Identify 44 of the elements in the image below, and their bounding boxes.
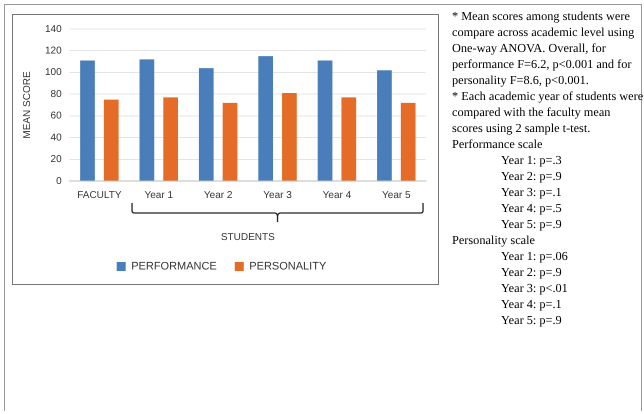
bar [163, 97, 178, 180]
text: * Mean scores among students were compare across academic level using One-way ANOVA. Overall, for performance F=6.2, p<0.001 and for personality F=8.6, p<0.001. [452, 8, 636, 88]
text: Year 1: p=.3 [500, 152, 563, 168]
bar [140, 59, 154, 180]
text: Year 3: p=.1 [500, 184, 563, 200]
bar [198, 68, 214, 180]
legend-label: PERFORMANCE [131, 260, 217, 273]
x-tick-label: Year 4 [322, 190, 352, 201]
y-tick-label: 120 [44, 45, 62, 56]
x-axis-title: STUDENTS [220, 232, 276, 243]
text: Year 2: p=.9 [500, 168, 563, 184]
bar [222, 102, 238, 180]
x-tick-label: FACULTY [77, 190, 122, 201]
y-tick-label: 80 [50, 88, 62, 100]
text: Year 4: p=.5 [500, 200, 563, 216]
x-tick-label: Year 5 [382, 190, 412, 201]
bar [80, 60, 95, 180]
text: Performance scale [452, 136, 544, 152]
legend-label: PERSONALITY [249, 260, 327, 273]
bar [341, 97, 356, 180]
text: Year 1: p=.06 [500, 248, 569, 264]
x-tick-label: Year 2 [204, 190, 233, 201]
y-tick-label: 100 [44, 67, 62, 78]
y-tick-label: 0 [56, 176, 62, 187]
bar [400, 102, 416, 180]
text: Personality scale [452, 232, 536, 248]
bar [318, 60, 332, 180]
text: Year 5: p=.9 [500, 312, 563, 328]
bar [104, 100, 119, 180]
text: * Each academic year of students were compared with the faculty mean scores using 2 sample t-test. [452, 88, 644, 136]
x-tick-label: Year 1 [144, 190, 174, 201]
y-tick-label: 40 [50, 132, 62, 144]
bar [282, 93, 297, 180]
bar [258, 56, 274, 180]
bar [377, 70, 392, 180]
text: Year 3: p<.01 [500, 280, 569, 296]
y-tick-label: 20 [50, 154, 62, 166]
y-axis-title: MEAN SCORE [22, 71, 33, 139]
text: Year 4: p=.1 [500, 296, 563, 312]
text: Year 2: p=.9 [500, 264, 563, 280]
x-tick-label: Year 3 [263, 190, 292, 201]
y-tick-label: 140 [44, 24, 62, 35]
text: Year 5: p=.9 [500, 216, 563, 232]
y-tick-label: 60 [50, 110, 62, 122]
